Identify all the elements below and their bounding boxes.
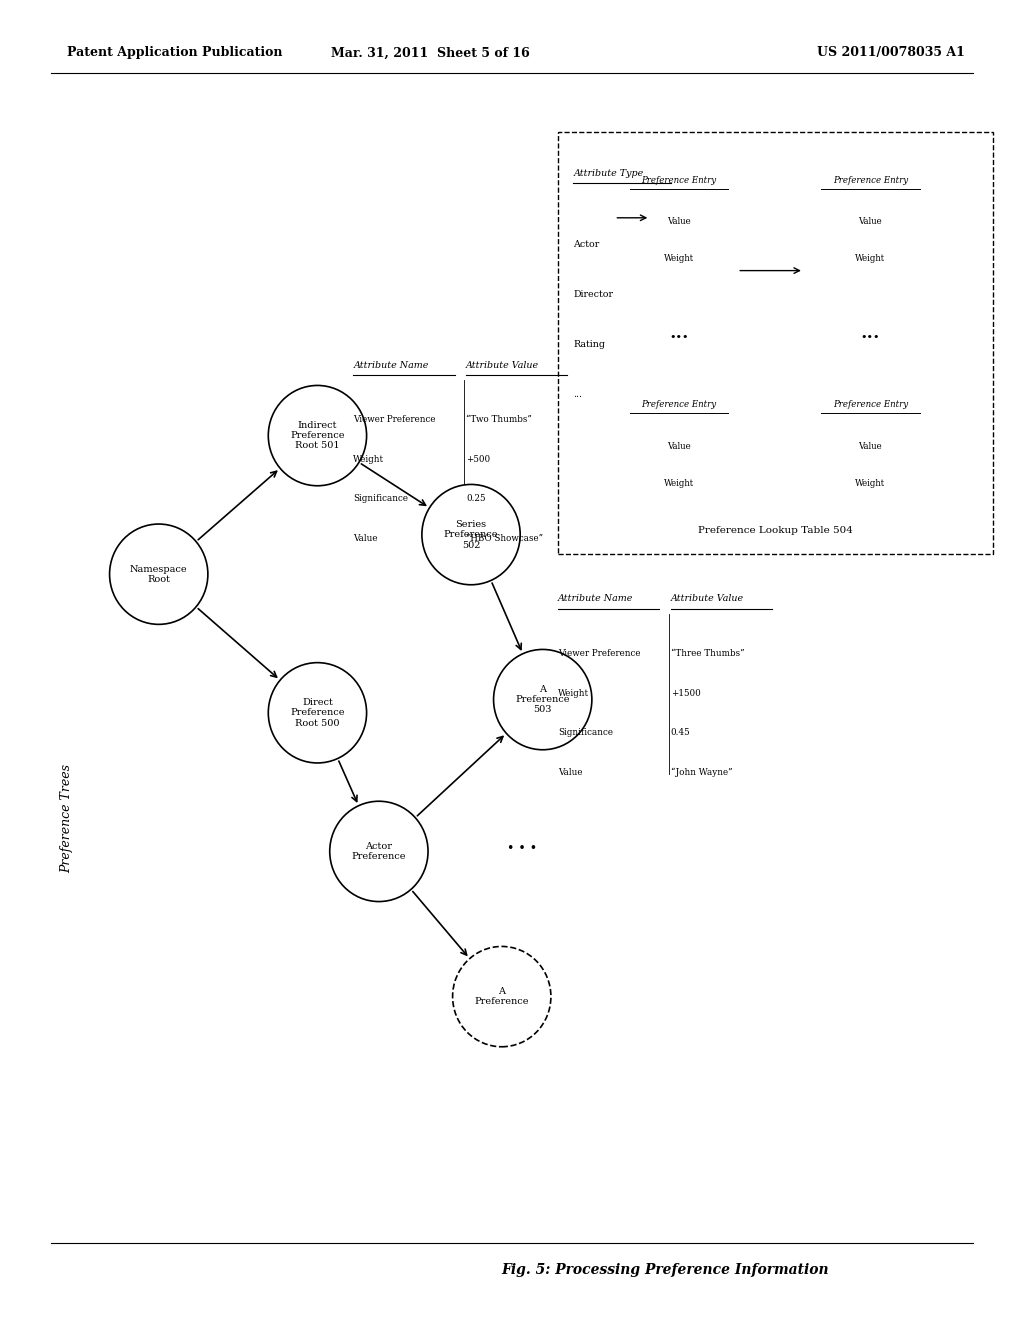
Text: Significance: Significance (353, 495, 409, 503)
Text: “Three Thumbs”: “Three Thumbs” (671, 649, 744, 657)
Text: • • •: • • • (507, 842, 538, 854)
Text: Patent Application Publication: Patent Application Publication (67, 46, 282, 59)
Text: Weight: Weight (558, 689, 589, 697)
Text: Attribute Type: Attribute Type (573, 169, 644, 178)
Text: “John Wayne”: “John Wayne” (671, 767, 732, 777)
Text: Attribute Name: Attribute Name (558, 594, 634, 603)
Text: Namespace
Root: Namespace Root (130, 565, 187, 583)
Text: Mar. 31, 2011  Sheet 5 of 16: Mar. 31, 2011 Sheet 5 of 16 (331, 46, 529, 59)
Text: A
Preference
503: A Preference 503 (515, 685, 570, 714)
Text: “HBO Showcase”: “HBO Showcase” (466, 535, 543, 543)
Text: A
Preference: A Preference (474, 987, 529, 1006)
Text: +1500: +1500 (671, 689, 700, 697)
Text: Fig. 5: Processing Preference Information: Fig. 5: Processing Preference Informatio… (502, 1263, 829, 1276)
Text: Preference Entry: Preference Entry (833, 400, 908, 409)
Text: Value: Value (858, 442, 883, 450)
Text: Value: Value (667, 442, 691, 450)
Text: Direct
Preference
Root 500: Direct Preference Root 500 (290, 698, 345, 727)
Text: Value: Value (558, 768, 583, 776)
Text: +500: +500 (466, 455, 490, 463)
Text: Attribute Name: Attribute Name (353, 360, 429, 370)
Text: “Two Thumbs”: “Two Thumbs” (466, 416, 531, 424)
Text: Series
Preference
502: Series Preference 502 (443, 520, 499, 549)
Text: Viewer Preference: Viewer Preference (558, 649, 641, 657)
Text: Viewer Preference: Viewer Preference (353, 416, 436, 424)
Text: Value: Value (353, 535, 378, 543)
Text: 0.45: 0.45 (671, 729, 690, 737)
Text: ...: ... (573, 391, 583, 399)
Text: Actor: Actor (573, 240, 600, 248)
Ellipse shape (494, 649, 592, 750)
Text: Significance: Significance (558, 729, 613, 737)
Text: Preference Lookup Table 504: Preference Lookup Table 504 (698, 527, 853, 535)
Ellipse shape (110, 524, 208, 624)
Ellipse shape (330, 801, 428, 902)
Ellipse shape (268, 663, 367, 763)
Text: Director: Director (573, 290, 613, 298)
Text: Weight: Weight (855, 479, 886, 487)
Text: Weight: Weight (664, 479, 694, 487)
Text: Preference Trees: Preference Trees (60, 764, 73, 873)
Ellipse shape (422, 484, 520, 585)
Text: Indirect
Preference
Root 501: Indirect Preference Root 501 (290, 421, 345, 450)
Text: Weight: Weight (664, 255, 694, 263)
Text: Preference Entry: Preference Entry (833, 176, 908, 185)
Text: Attribute Value: Attribute Value (466, 360, 539, 370)
Text: •••: ••• (669, 331, 689, 342)
Text: Preference Entry: Preference Entry (641, 176, 717, 185)
Text: Weight: Weight (353, 455, 384, 463)
Ellipse shape (268, 385, 367, 486)
Text: 0.25: 0.25 (466, 495, 485, 503)
Text: Weight: Weight (855, 255, 886, 263)
Text: US 2011/0078035 A1: US 2011/0078035 A1 (817, 46, 965, 59)
Text: Value: Value (667, 218, 691, 226)
Ellipse shape (453, 946, 551, 1047)
Text: Rating: Rating (573, 341, 605, 348)
Text: •••: ••• (860, 331, 881, 342)
Text: Value: Value (858, 218, 883, 226)
Text: Preference Entry: Preference Entry (641, 400, 717, 409)
Text: Attribute Value: Attribute Value (671, 594, 743, 603)
Text: Actor
Preference: Actor Preference (351, 842, 407, 861)
